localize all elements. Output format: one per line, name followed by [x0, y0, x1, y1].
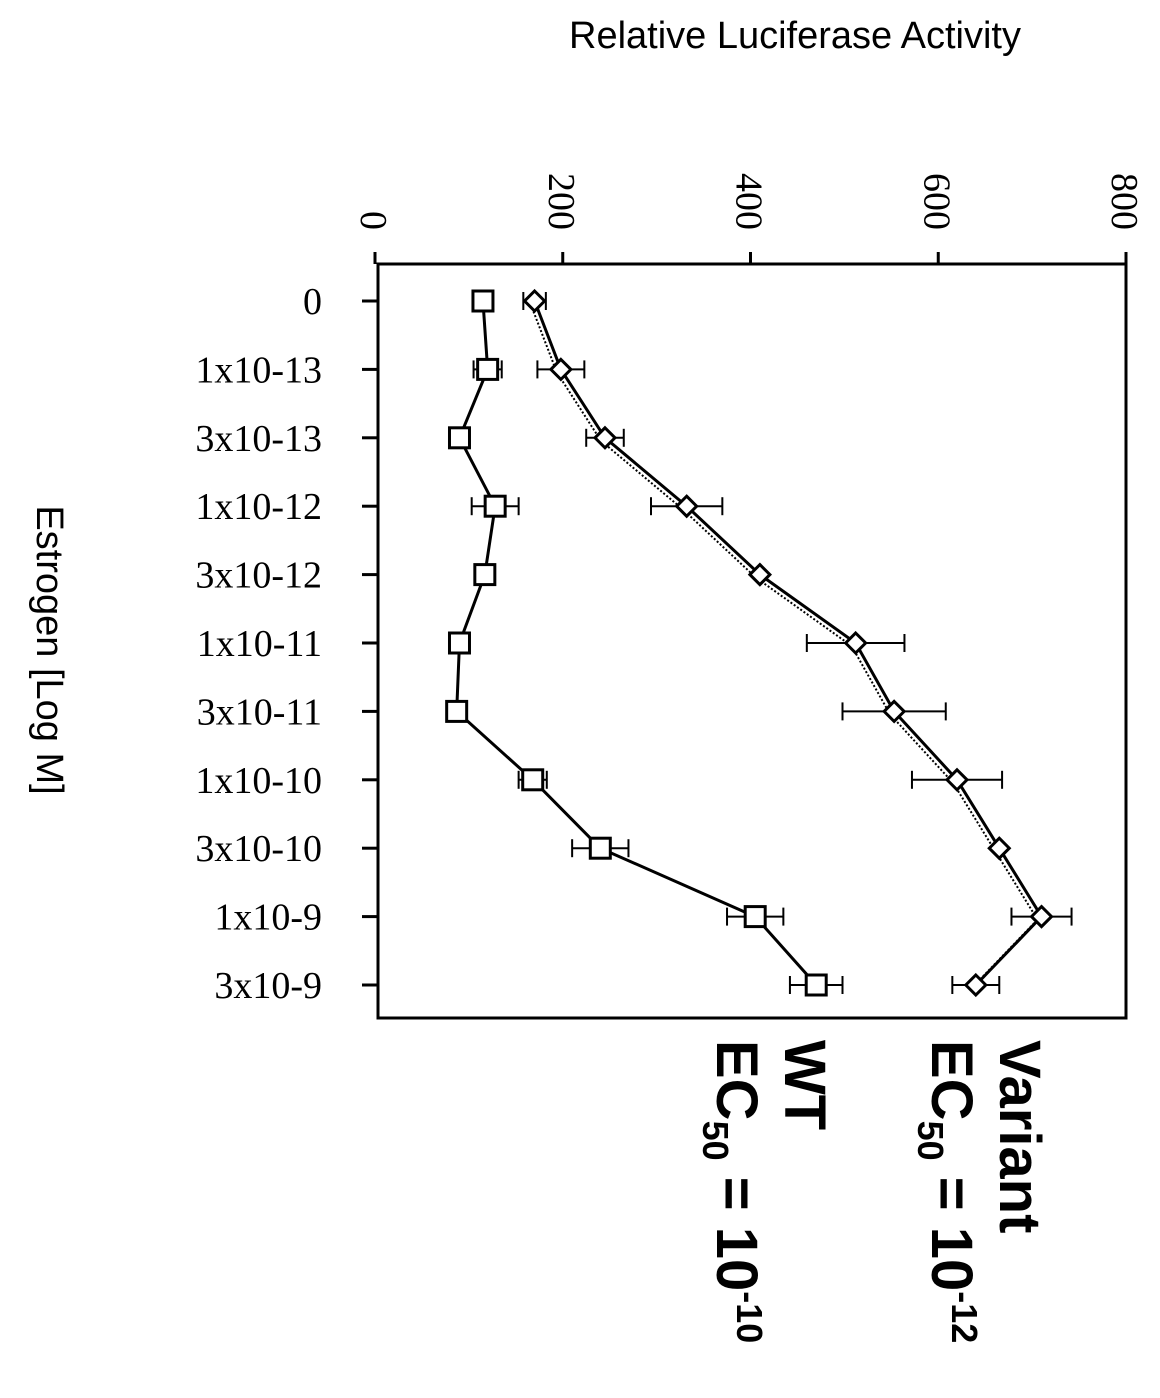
- category-tick-label: 1x10-11: [197, 623, 322, 665]
- legend-variant-label: Variant: [987, 1040, 1052, 1233]
- series-layer: [445, 288, 1073, 998]
- legend-wt: WT EC50 = 10-10: [695, 1040, 837, 1343]
- category-tick-label: 3x10-11: [197, 691, 322, 733]
- data-point-diamond: [548, 357, 573, 382]
- value-tick-label: 400: [728, 173, 770, 230]
- legend-variant-ec-prefix: EC: [919, 1040, 984, 1121]
- value-tick-label: 600: [915, 173, 957, 230]
- value-tick-label: 800: [1103, 173, 1145, 230]
- data-point-square: [476, 357, 500, 381]
- series-line: [455, 300, 818, 986]
- legend-wt-ec-eq: = 10: [704, 1161, 769, 1292]
- category-tick-label: 0: [303, 281, 322, 323]
- legend-wt-label: WT: [772, 1040, 837, 1130]
- data-point-diamond: [674, 494, 699, 519]
- data-point-square: [743, 905, 767, 929]
- value-tick-label: 200: [540, 173, 582, 230]
- data-point-square: [447, 631, 471, 655]
- category-tick-label: 3x10-9: [214, 965, 322, 1007]
- data-point-diamond: [522, 288, 547, 314]
- series-line: [533, 300, 1044, 987]
- value-tick-label: 0: [352, 211, 394, 230]
- legend-wt-ec-prefix: EC: [704, 1040, 769, 1121]
- legend-wt-ec-sub: 50: [695, 1121, 736, 1161]
- data-point-diamond: [963, 972, 988, 998]
- category-tick-label: 3x10-12: [195, 555, 322, 597]
- data-point-square: [471, 289, 495, 313]
- category-tick-label: 3x10-10: [195, 828, 322, 870]
- category-tick-label: 3x10-13: [195, 418, 322, 460]
- data-point-diamond: [843, 630, 868, 656]
- data-point-square: [804, 973, 828, 997]
- legend-variant-ec-exp: -12: [944, 1291, 985, 1343]
- x-axis-title: Estrogen [Log M]: [28, 505, 70, 794]
- legend-variant-ec50: EC50 = 10-12: [910, 1040, 985, 1343]
- data-point-diamond: [747, 562, 773, 587]
- data-point-square: [521, 768, 545, 792]
- data-point-square: [447, 426, 471, 450]
- legend-variant-ec-eq: = 10: [919, 1161, 984, 1292]
- category-tick-label: 1x10-10: [195, 760, 322, 802]
- data-point-square: [588, 836, 612, 860]
- legend-wt-ec50: EC50 = 10-10: [695, 1040, 770, 1343]
- series-variant: [522, 288, 1073, 998]
- data-point-diamond: [882, 699, 907, 724]
- legend-wt-ec-exp: -10: [729, 1291, 770, 1343]
- y-axis-title: Relative Luciferase Activity: [569, 15, 1021, 57]
- data-point-diamond: [987, 836, 1012, 861]
- category-tick-label: 1x10-13: [195, 349, 322, 391]
- series-shadow-line: [529, 303, 1039, 989]
- data-point-square: [483, 494, 507, 518]
- category-tick-label: 1x10-12: [195, 486, 322, 528]
- legend-variant: Variant EC50 = 10-12: [910, 1040, 1052, 1343]
- data-point-square: [473, 563, 497, 587]
- data-point-square: [445, 699, 469, 723]
- category-tick-label: 1x10-9: [214, 897, 322, 939]
- series-wt: [445, 289, 844, 997]
- data-point-diamond: [592, 425, 618, 450]
- data-point-diamond: [944, 767, 970, 792]
- data-point-diamond: [1029, 904, 1054, 929]
- legend-variant-ec-sub: 50: [910, 1121, 951, 1161]
- category-axis: 0 1x10-13 3x10-13 1x10-12 3x10-12 1x10-11 3x10…: [195, 281, 378, 1007]
- value-axis: 0 200 400 600 800: [352, 173, 1145, 264]
